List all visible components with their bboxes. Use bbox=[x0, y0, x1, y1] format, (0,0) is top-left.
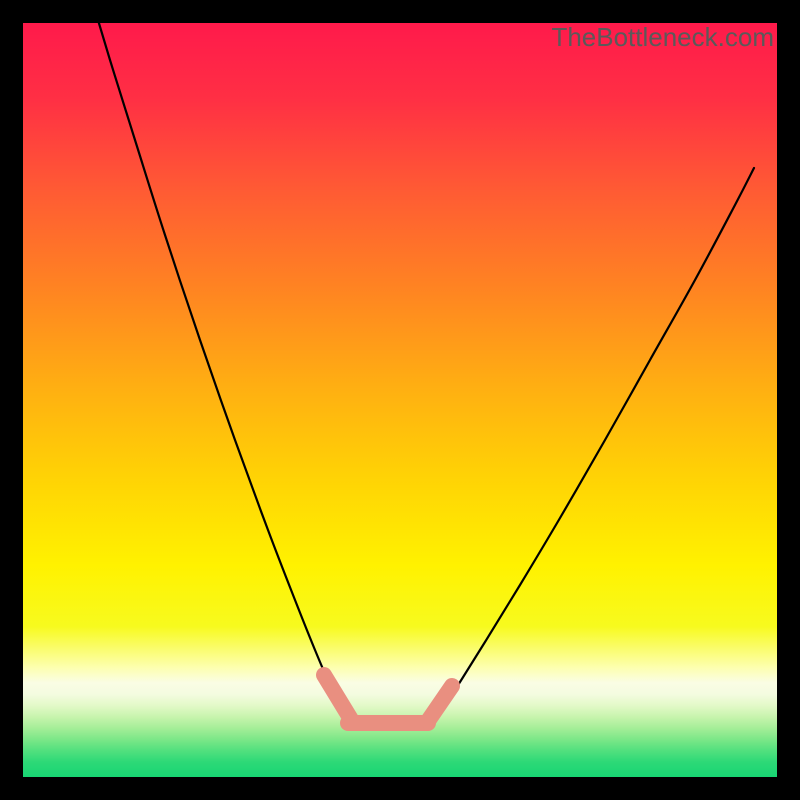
bottleneck-curve-chart bbox=[0, 0, 800, 800]
gradient-background bbox=[23, 23, 777, 777]
chart-frame: TheBottleneck.com bbox=[0, 0, 800, 800]
watermark-text: TheBottleneck.com bbox=[551, 22, 774, 53]
